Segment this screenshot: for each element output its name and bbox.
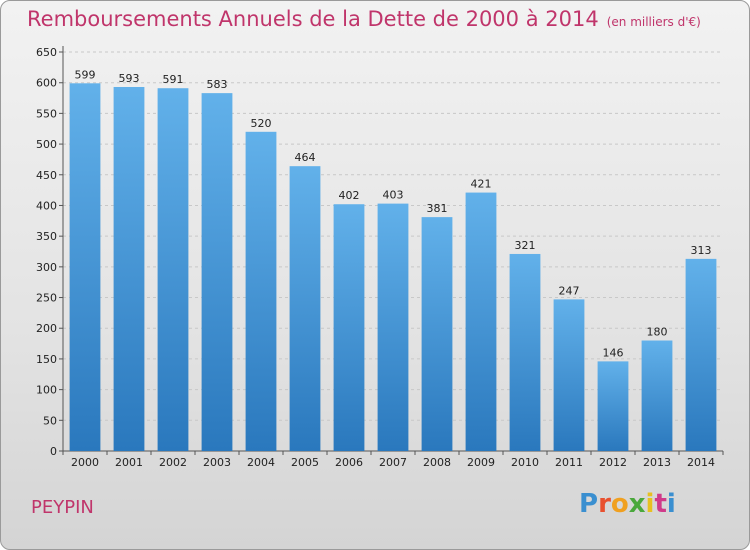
- x-tick-label: 2007: [379, 456, 407, 469]
- logo-letter: i: [645, 489, 655, 519]
- data-label: 421: [471, 178, 492, 191]
- x-tick-label: 2011: [555, 456, 583, 469]
- y-tick-label: 300: [36, 261, 57, 274]
- bar-2004: [245, 131, 277, 452]
- logo-letter: i: [666, 489, 676, 519]
- data-label: 583: [207, 78, 228, 91]
- y-tick-label: 200: [36, 322, 57, 335]
- logo-letter: r: [598, 489, 611, 519]
- y-tick-label: 0: [50, 445, 57, 458]
- bar-2006: [333, 204, 365, 451]
- y-tick-label: 500: [36, 138, 57, 151]
- x-tick-label: 2001: [115, 456, 143, 469]
- logo-letter: P: [579, 489, 599, 519]
- bar-2008: [421, 217, 453, 451]
- bar-2000: [69, 83, 101, 451]
- labels: 599 593 591 583 520 464 402 403 381 421 321 247 146 1…: [75, 68, 712, 359]
- logo-letter: x: [628, 489, 646, 519]
- bar-2003: [201, 93, 233, 452]
- chart-unit: (en milliers d'€): [606, 15, 701, 29]
- x-tick-label: 2010: [511, 456, 539, 469]
- x-tick-label: 2005: [291, 456, 319, 469]
- data-label: 313: [691, 244, 712, 257]
- x-tick-label: 2012: [599, 456, 627, 469]
- y-tick-label: 350: [36, 230, 57, 243]
- y-tick-label: 400: [36, 199, 57, 212]
- y-tick-label: 100: [36, 384, 57, 397]
- x-tick-label: 2006: [335, 456, 363, 469]
- y-tick-label: 50: [43, 414, 57, 427]
- data-label: 146: [603, 346, 624, 359]
- y-tick-label: 250: [36, 292, 57, 305]
- data-label: 464: [295, 151, 316, 164]
- y-tick-label: 650: [36, 46, 57, 59]
- bar-2012: [597, 361, 629, 451]
- chart-title-text: Remboursements Annuels de la Dette de 20…: [27, 7, 599, 31]
- logo-letter: o: [610, 489, 629, 519]
- x-tick-label: 2003: [203, 456, 231, 469]
- y-tick-label: 550: [36, 107, 57, 120]
- bar-2014: [685, 258, 717, 451]
- data-label: 591: [163, 73, 184, 86]
- data-label: 520: [251, 117, 272, 130]
- bar-2005: [289, 166, 321, 451]
- bar-2001: [113, 86, 145, 451]
- data-label: 403: [383, 189, 404, 202]
- bar-2011: [553, 299, 585, 451]
- data-label: 247: [559, 284, 580, 297]
- x-tick-label: 2002: [159, 456, 187, 469]
- x-tick-label: 2004: [247, 456, 275, 469]
- y-tick-label: 150: [36, 353, 57, 366]
- proxiti-logo: Proxiti: [579, 489, 676, 519]
- bars: [69, 83, 717, 452]
- chart-title: Remboursements Annuels de la Dette de 20…: [27, 7, 701, 31]
- logo-letter: t: [654, 489, 667, 519]
- city-name: PEYPIN: [31, 497, 94, 518]
- data-label: 381: [427, 202, 448, 215]
- bar-2007: [377, 203, 409, 451]
- x-tick-label: 2009: [467, 456, 495, 469]
- bar-2009: [465, 192, 497, 451]
- data-label: 599: [75, 68, 96, 81]
- x-tick-label: 2000: [71, 456, 99, 469]
- data-label: 321: [515, 239, 536, 252]
- bar-2010: [509, 253, 541, 451]
- y-tick-label: 450: [36, 169, 57, 182]
- x-tick-label: 2014: [687, 456, 715, 469]
- y-tick-label: 600: [36, 77, 57, 90]
- bar-2002: [157, 88, 189, 452]
- x-tick-label: 2008: [423, 456, 451, 469]
- data-label: 180: [647, 326, 668, 339]
- data-label: 402: [339, 189, 360, 202]
- x-tick-label: 2013: [643, 456, 671, 469]
- bar-2013: [641, 340, 673, 451]
- data-label: 593: [119, 72, 140, 85]
